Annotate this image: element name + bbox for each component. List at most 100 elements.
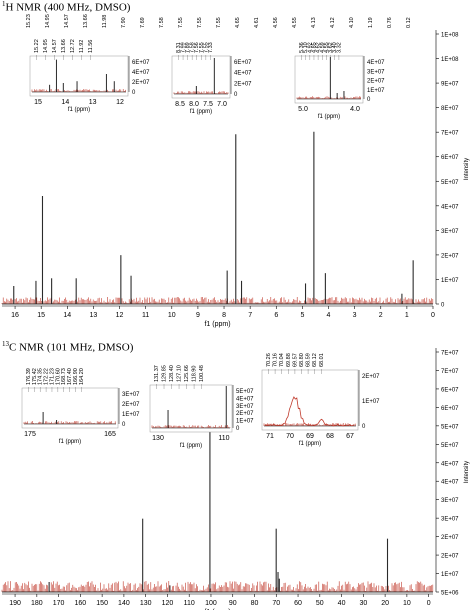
h-xtick-label: 5: [300, 312, 304, 319]
c-inset-xtick: 67: [346, 433, 354, 440]
c-inset: [21, 387, 119, 429]
c-inset-frame: [149, 384, 233, 433]
h-inset-frame: [294, 55, 364, 104]
c-inset-peak-label: 70.16: [273, 353, 279, 367]
c-xtick-label: 20: [381, 600, 389, 607]
h-xtick-label: 16: [11, 312, 19, 319]
h-xtick-label: 4: [327, 312, 331, 319]
h-inset-peak-label: 13.66: [61, 39, 67, 53]
h-ytick-label: 0: [441, 303, 445, 309]
c-ytick-label: 6E+07: [441, 406, 459, 412]
h-xtick-label: 9: [196, 312, 200, 319]
c-ytick-label: 2E+07: [441, 554, 459, 560]
h-ytick-label: 7E+07: [441, 131, 459, 137]
h-inset-peak-label: 5.36: [299, 42, 305, 53]
c-xtick-label: 0: [427, 600, 431, 607]
h-inset-peak-label: 3.62: [328, 42, 334, 53]
h-xtick-label: 1: [405, 312, 409, 319]
h-inset-noise: [296, 96, 361, 99]
h-ytick-label: 1E+07: [441, 278, 459, 284]
h-inset-ytick: 0: [132, 90, 136, 96]
c-xtick-label: 160: [75, 600, 87, 607]
h-top-peak-label: 4.55: [292, 17, 298, 28]
h-noise: [1, 297, 434, 304]
h-inset-frame: [171, 55, 231, 99]
h-inset-ytick: 0: [367, 97, 371, 103]
c-xtick-label: 90: [229, 600, 237, 607]
h-inset-xtick: 7.5: [203, 101, 213, 108]
c-inset-peak-label: 128.40: [169, 365, 175, 382]
c-ytick-label: 2E+07: [441, 535, 459, 541]
h-inset-peak-label: 14.95: [43, 39, 49, 53]
h-inset-xtick: 7.0: [217, 101, 227, 108]
h-inset-xlabel: f1 (ppm): [190, 109, 212, 115]
h-ytick-label: 8E+07: [441, 106, 459, 112]
h-inset-peak-label: 7.55: [203, 42, 209, 53]
c-xtick-label: 100: [205, 600, 217, 607]
h-xtick-label: 7: [248, 312, 252, 319]
h-inset-peak-label: 7.58: [190, 42, 196, 53]
h-ylabel: Intensity: [464, 158, 470, 180]
h-ytick-label: 2E+07: [441, 253, 459, 259]
h-inset-ytick: 2E+07: [234, 81, 252, 87]
c-inset-xtick: 165: [104, 431, 116, 438]
h-inset-peak-label: 7.33: [208, 42, 214, 53]
c-inset-peak-label: 167.40: [67, 368, 73, 385]
c-xtick-label: 150: [96, 600, 108, 607]
h-xlabel: f1 (ppm): [204, 321, 230, 328]
c-ytick-label: 5E+07: [441, 424, 459, 430]
c-inset-xtick: 69: [306, 433, 314, 440]
h-inset-ytick: 4E+07: [132, 70, 150, 76]
h-top-peak-label: 15.23: [26, 14, 32, 28]
h-inset-xlabel: f1 (ppm): [68, 107, 90, 113]
h-inset-peak-label: 15.22: [34, 39, 40, 53]
h-top-peak-label: 4.10: [349, 17, 355, 28]
c-inset-multiplet: [265, 396, 355, 427]
c-xtick-label: 190: [9, 600, 21, 607]
h-top-peak-label: 4.13: [311, 17, 317, 28]
c-inset-xtick: 130: [152, 435, 164, 442]
h-xtick-label: 6: [274, 312, 278, 319]
h-xtick-label: 12: [116, 312, 124, 319]
c-inset-xlabel: f1 (ppm): [299, 441, 321, 447]
c-inset-peak-label: 68.01: [319, 353, 325, 367]
h-inset-ytick: 4E+07: [234, 71, 252, 77]
h-inset-peak-label: 11.56: [88, 40, 94, 53]
h-inset-peak-label: 4.85: [311, 42, 317, 53]
h-top-peak-label: 4.61: [254, 17, 260, 28]
h-inset-ytick: 4E+07: [367, 60, 385, 66]
c-ytick-label: 7E+07: [441, 369, 459, 375]
h-inset: [29, 55, 129, 97]
c-inset-peak-label: 175.42: [32, 368, 38, 385]
h-inset-noise: [173, 91, 229, 94]
c-inset-peak-label: 172.22: [44, 368, 50, 385]
h-top-peak-label: 13.66: [83, 14, 89, 28]
h-top-peak-label: 7.55: [197, 17, 203, 28]
h-xtick-label: 2: [379, 312, 383, 319]
c-inset-peak-label: 168.73: [61, 368, 67, 385]
h-top-peak-label: 0.12: [406, 17, 412, 28]
c-xtick-label: 50: [316, 600, 324, 607]
c-inset-peak-label: 170.60: [55, 368, 61, 385]
h-xtick-label: 3: [353, 312, 357, 319]
h-top-peak-label: 7.58: [159, 17, 165, 28]
c-inset-peak-label: 174.35: [38, 368, 44, 385]
c-inset-peak-label: 176.39: [26, 368, 32, 385]
c-inset-ytick: 2E+07: [122, 402, 140, 408]
c-inset-peak-label: 68.80: [299, 353, 305, 367]
h-ytick-label: 4E+07: [441, 204, 459, 210]
h-inset-ytick: 2E+07: [367, 79, 385, 85]
h-inset-ytick: 1E+07: [367, 88, 385, 94]
c-inset-peak-label: 68.12: [312, 353, 318, 367]
h-inset-peak-label: 7.89: [185, 42, 191, 53]
h-inset-peak-label: 8.31: [176, 42, 182, 53]
h-inset-ytick: 6E+07: [234, 60, 252, 66]
h-top-peak-label: 14.57: [64, 14, 70, 28]
c-inset-xtick: 68: [326, 433, 334, 440]
c-inset-peak-label: 69.57: [292, 353, 298, 367]
h-xtick-label: 0: [431, 312, 435, 319]
h-xtick-label: 14: [63, 312, 71, 319]
h-top-peak-label: 7.69: [140, 17, 146, 28]
h-top-peak-label: 7.55: [178, 17, 184, 28]
c-xtick-label: 110: [184, 600, 195, 607]
